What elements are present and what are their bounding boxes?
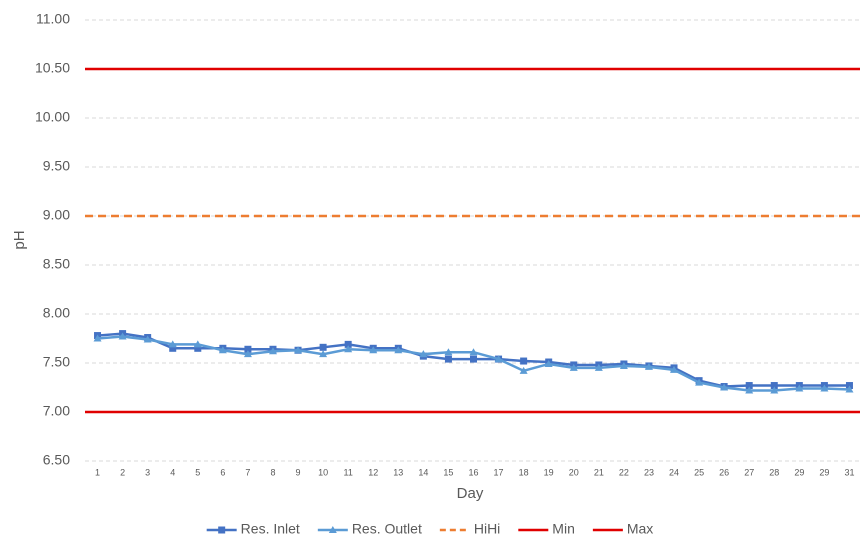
y-tick-label: 11.00 <box>36 11 70 27</box>
marker <box>520 357 528 365</box>
marker <box>745 386 754 394</box>
x-tick-label: 14 <box>418 467 428 477</box>
marker <box>569 363 578 371</box>
legend-label: Res. Inlet <box>241 521 300 537</box>
x-tick-label: 2 <box>120 467 125 477</box>
marker <box>594 363 603 371</box>
x-tick-label: 20 <box>569 467 579 477</box>
marker <box>194 344 202 352</box>
x-tick-label: 12 <box>368 467 378 477</box>
marker <box>644 362 653 370</box>
marker <box>118 332 127 340</box>
marker <box>93 334 102 342</box>
marker <box>143 335 152 343</box>
marker <box>294 346 303 354</box>
y-tick-label: 7.50 <box>43 354 70 370</box>
marker <box>319 350 328 358</box>
x-tick-label: 23 <box>644 467 654 477</box>
marker <box>244 345 252 353</box>
x-tick-label: 18 <box>519 467 529 477</box>
marker <box>745 382 753 390</box>
legend-label: HiHi <box>474 521 500 537</box>
marker <box>193 340 202 348</box>
x-tick-label: 31 <box>844 467 854 477</box>
marker <box>470 355 477 363</box>
x-tick-label: 19 <box>544 467 554 477</box>
marker <box>720 383 729 391</box>
x-tick-label: 10 <box>318 467 328 477</box>
y-tick-label: 10.50 <box>35 60 70 76</box>
x-tick-label: 15 <box>443 467 453 477</box>
x-tick-label: 25 <box>694 467 704 477</box>
x-tick-label: 7 <box>245 467 250 477</box>
x-tick-label: 1 <box>95 467 100 477</box>
marker <box>319 343 327 351</box>
legend-label: Min <box>552 521 575 537</box>
x-tick-label: 3 <box>145 467 150 477</box>
marker <box>419 350 428 358</box>
y-tick-label: 7.00 <box>43 403 70 419</box>
y-tick-label: 9.00 <box>43 207 70 223</box>
x-tick-label: 24 <box>669 467 679 477</box>
marker <box>494 355 503 363</box>
x-tick-label: 22 <box>619 467 629 477</box>
x-tick-label: 11 <box>344 467 353 477</box>
x-tick-label: 5 <box>195 467 200 477</box>
marker <box>695 378 704 386</box>
x-tick-label: 16 <box>468 467 478 477</box>
x-tick-label: 8 <box>270 467 275 477</box>
legend-label: Max <box>627 521 653 537</box>
x-tick-label: 26 <box>719 467 729 477</box>
marker <box>845 385 854 393</box>
marker <box>168 340 177 348</box>
marker <box>344 340 352 348</box>
x-tick-label: 17 <box>494 467 504 477</box>
marker <box>169 344 177 352</box>
x-tick-label: 13 <box>393 467 403 477</box>
marker <box>444 355 452 363</box>
y-axis-label: pH <box>11 230 28 249</box>
x-tick-label: 4 <box>170 467 175 477</box>
marker <box>670 365 679 373</box>
x-tick-label: 21 <box>594 467 604 477</box>
x-axis-label: Day <box>457 485 484 502</box>
marker <box>544 359 553 367</box>
x-tick-label: 6 <box>220 467 225 477</box>
marker <box>820 384 829 392</box>
marker <box>619 361 628 369</box>
marker <box>394 346 403 354</box>
y-tick-label: 6.50 <box>43 452 70 468</box>
marker <box>795 384 804 392</box>
marker <box>770 386 779 394</box>
marker <box>369 346 378 354</box>
y-tick-label: 8.50 <box>43 256 70 272</box>
marker <box>268 347 277 355</box>
marker <box>770 382 778 390</box>
x-tick-label: 9 <box>296 467 301 477</box>
y-tick-label: 10.00 <box>35 109 70 125</box>
y-tick-label: 9.50 <box>43 158 70 174</box>
legend-label: Res. Outlet <box>352 521 422 537</box>
marker <box>469 348 478 356</box>
marker <box>444 348 453 356</box>
x-tick-label: 27 <box>744 467 754 477</box>
legend-marker <box>218 526 226 534</box>
x-tick-label: 29 <box>819 467 829 477</box>
marker <box>344 345 353 353</box>
x-tick-label: 28 <box>769 467 779 477</box>
marker <box>243 350 252 358</box>
y-tick-label: 8.00 <box>43 305 70 321</box>
marker <box>218 346 227 354</box>
x-tick-label: 29 <box>794 467 804 477</box>
legend-marker <box>328 526 337 533</box>
marker <box>519 366 528 374</box>
